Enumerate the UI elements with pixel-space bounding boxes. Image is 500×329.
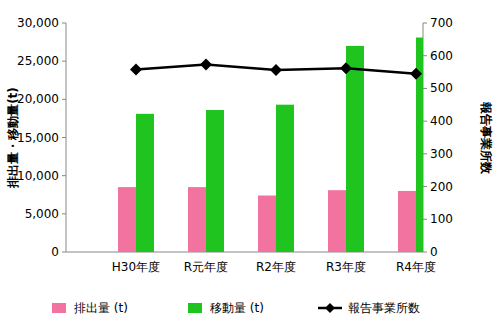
y-tick-label: 20,000 — [17, 92, 59, 106]
y-tick-label: 0 — [51, 245, 59, 259]
y2-tick — [423, 23, 427, 24]
y2-tick-label: 0 — [430, 245, 438, 259]
y-tick — [62, 252, 66, 253]
legend-label: 移動量 (t) — [210, 301, 264, 315]
y2-tick — [423, 186, 427, 187]
marker — [410, 68, 422, 80]
y2-tick — [423, 121, 427, 122]
y2-tick-label: 600 — [430, 49, 453, 63]
bar — [328, 190, 346, 252]
marker — [340, 62, 352, 74]
bar — [206, 110, 224, 252]
marker — [200, 59, 212, 71]
y-tick — [62, 137, 66, 138]
legend-swatch — [325, 303, 335, 313]
y2-tick — [423, 55, 427, 56]
x-tick-label: R元年度 — [184, 260, 228, 274]
y-tick-label: 10,000 — [17, 169, 59, 183]
y-tick-label: 25,000 — [17, 54, 59, 68]
bar — [118, 187, 136, 252]
y-tick — [62, 99, 66, 100]
y2-tick — [423, 88, 427, 89]
y-tick — [62, 213, 66, 214]
y2-tick-label: 200 — [430, 180, 453, 194]
y2-tick-label: 400 — [430, 114, 453, 128]
bar — [258, 196, 276, 252]
y2-tick-label: 700 — [430, 16, 453, 30]
y-tick — [62, 23, 66, 24]
x-tick-label: R4年度 — [396, 260, 436, 274]
bar — [398, 191, 416, 252]
x-tick-label: R2年度 — [256, 260, 296, 274]
x-tick-label: H30年度 — [112, 260, 160, 274]
legend-label: 排出量 (t) — [74, 301, 128, 315]
y-tick-label: 30,000 — [17, 16, 59, 30]
y-tick — [62, 175, 66, 176]
y2-tick — [423, 153, 427, 154]
legend-swatch — [188, 303, 202, 313]
bar — [188, 187, 206, 252]
y2-tick-label: 300 — [430, 147, 453, 161]
y2-tick-label: 100 — [430, 212, 453, 226]
y2-tick — [423, 219, 427, 220]
y-tick — [62, 61, 66, 62]
legend-label: 報告事業所数 — [348, 301, 420, 315]
y2-axis-title: 報告事業所数 — [479, 101, 493, 175]
marker — [130, 63, 142, 75]
bar — [136, 114, 154, 252]
bar — [276, 105, 294, 252]
y-tick-label: 15,000 — [17, 131, 59, 145]
y-axis-title: 排出量・移動量(t) — [6, 87, 20, 189]
y-tick-label: 5,000 — [25, 207, 59, 221]
legend-swatch — [52, 303, 66, 313]
chart: 0 5,000 10,000 15,000 20,000 25,000 30,000 0 100… — [0, 0, 500, 329]
marker — [270, 64, 282, 76]
x-tick-label: R3年度 — [326, 260, 366, 274]
bar — [346, 46, 364, 252]
plot-marks — [118, 38, 423, 252]
y2-tick-label: 500 — [430, 81, 453, 95]
y2-tick — [423, 252, 427, 253]
